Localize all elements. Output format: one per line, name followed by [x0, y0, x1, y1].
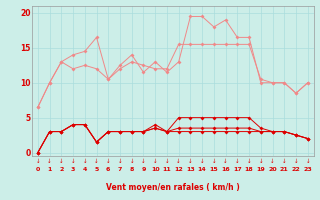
X-axis label: Vent moyen/en rafales ( km/h ): Vent moyen/en rafales ( km/h )	[106, 183, 240, 192]
